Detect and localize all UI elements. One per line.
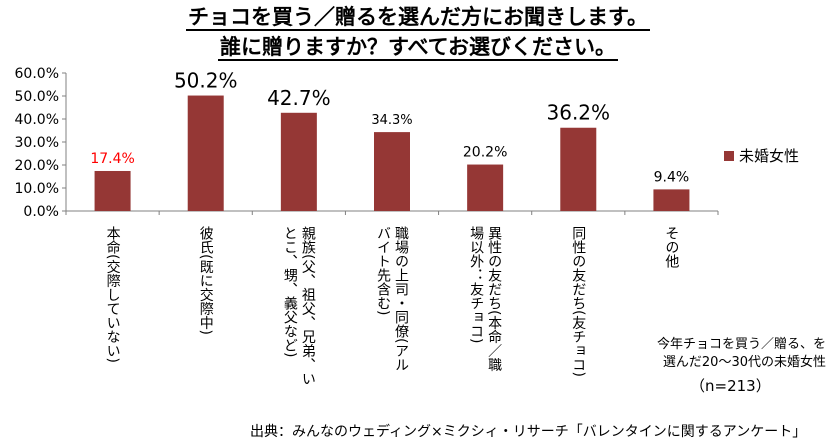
y-tick-label: 20.0% [15,158,59,174]
note-line2: 選んだ20〜30代の未婚女性 [662,355,826,370]
category-label: 親族(父、祖父、兄弟、い [300,226,316,385]
data-label: 50.2% [174,69,238,93]
category-label: とこ、甥、義父など) [282,226,298,357]
bar [374,132,410,211]
category-label: 本命(交際していない) [105,226,121,363]
category-label: 同性の友だち(友チョコ) [570,226,586,377]
y-tick-label: 10.0% [15,181,59,197]
y-tick-label: 30.0% [15,135,59,151]
category-label: 職場の上司・同僚(アル [393,226,409,371]
legend-swatch [724,150,734,161]
chart-title-line1: チョコを買う／贈るを選んだ方にお聞きします。 [186,5,650,31]
sample-size: （n=213） [690,377,771,395]
data-label: 36.2% [547,101,611,125]
legend: 未婚女性 [724,145,799,166]
category-label: バイト先含む) [375,226,391,315]
bar [280,112,317,211]
data-label: 9.4% [654,169,690,185]
category-label: 異性の友だち(本命／職 [486,226,502,372]
category-label: 彼氏(既に交際中) [198,226,214,335]
bar [467,164,504,211]
legend-label: 未婚女性 [739,147,800,165]
y-tick-label: 0.0% [23,204,59,220]
note-line1: 今年チョコを買う／贈る、を [656,337,826,352]
y-tick-label: 40.0% [15,112,59,128]
category-label: その他 [663,226,679,269]
data-label: 17.4% [90,151,134,167]
y-tick-label: 50.0% [15,89,59,105]
bar [187,95,224,211]
category-label: 場以外：友チョコ) [468,226,484,343]
data-label: 34.3% [371,113,412,128]
y-tick-label: 60.0% [15,66,59,82]
chart-title-line2: 誰に贈りますか？すべてお選びください。 [217,35,619,61]
bar [94,170,131,211]
source-credit: 出典：みんなのウェディング×ミクシィ・リサーチ「バレンタインに関するアンケート」 [250,424,807,440]
data-label: 20.2% [463,145,507,161]
bar [653,189,690,211]
bar [560,127,597,211]
data-label: 42.7% [267,86,331,110]
